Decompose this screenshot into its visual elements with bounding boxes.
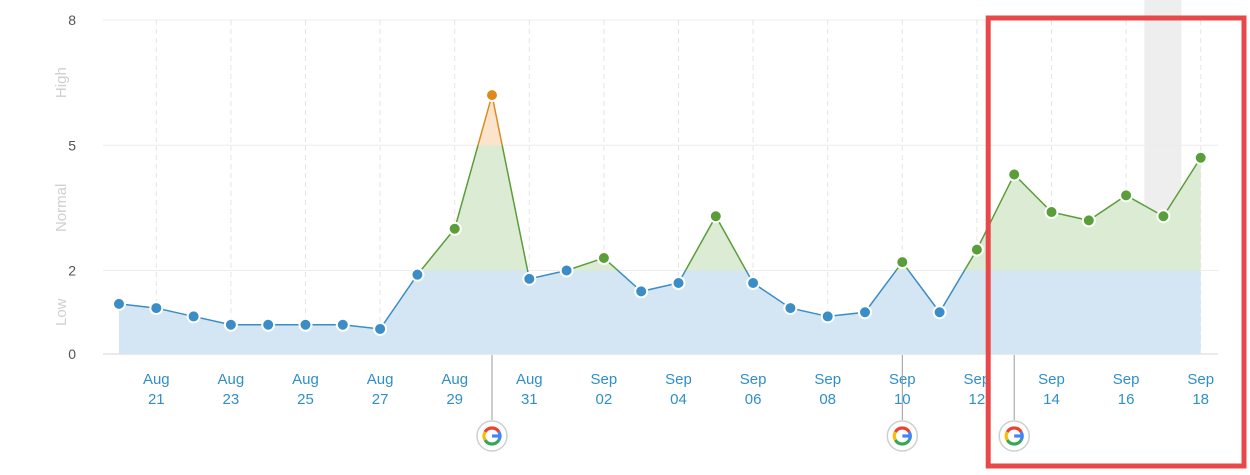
annotation-marker-2023-08-30[interactable]: G (476, 420, 508, 452)
data-point-layer (112, 88, 1208, 336)
x-tick-day-2023-08-29: 29 (446, 391, 463, 408)
x-tick-day-2023-09-12: 12 (969, 391, 986, 408)
highlight-box-layer (985, 15, 1247, 469)
series-line-normal (419, 145, 1202, 271)
x-tick-day-2023-09-14: 14 (1043, 391, 1060, 408)
x-tick-month-2023-09-16: Sep (1113, 371, 1140, 388)
google-icon-bar (1014, 434, 1023, 438)
y-tick-label-8: 8 (68, 12, 76, 28)
google-icon-arc-0 (1005, 426, 1023, 433)
data-point-2023-09-03[interactable] (634, 284, 649, 299)
x-tick-month-2023-08-29: Aug (441, 371, 468, 388)
zone-label-low: Low (53, 298, 70, 326)
x-tick-day-2023-09-08: 08 (819, 391, 836, 408)
data-point-2023-08-23[interactable] (223, 317, 238, 332)
x-tick-day-2023-09-18: 18 (1192, 391, 1209, 408)
area-fill-layer (119, 95, 1201, 354)
data-point-2023-08-20[interactable] (112, 296, 126, 311)
grid-layer (103, 19, 1218, 355)
data-point-2023-09-12[interactable] (969, 242, 984, 257)
data-point-2023-09-04[interactable] (671, 276, 686, 291)
google-icon-arc-0 (893, 426, 911, 433)
area-fill-high (478, 95, 503, 146)
data-point-2023-09-18[interactable] (1193, 150, 1208, 165)
google-icon-arc-1 (892, 431, 897, 441)
y-tick-label-2: 2 (68, 263, 76, 279)
data-point-2023-09-13[interactable] (1007, 167, 1022, 182)
data-point-2023-09-10[interactable] (895, 255, 910, 270)
google-icon-arc-2 (1005, 439, 1023, 446)
y-tick-label-5: 5 (68, 137, 76, 153)
x-tick-day-2023-09-06: 06 (745, 391, 762, 408)
google-icon-arc-1 (1004, 431, 1009, 441)
annotation-marker-2023-09-13[interactable]: G (998, 420, 1030, 452)
annotation-badge[interactable] (998, 420, 1030, 452)
google-icon-arc-2 (893, 439, 911, 446)
x-tick-day-2023-09-02: 02 (596, 391, 613, 408)
x-tick-month-2023-08-31: Aug (516, 371, 543, 388)
zone-label-high: High (53, 67, 70, 98)
x-tick-day-2023-08-25: 25 (297, 391, 314, 408)
x-tick-month-2023-09-06: Sep (740, 371, 767, 388)
data-point-2023-08-26[interactable] (335, 317, 350, 332)
data-point-2023-09-09[interactable] (858, 305, 872, 320)
zone-label-normal: Normal (53, 184, 70, 232)
data-point-2023-09-16[interactable] (1119, 188, 1134, 203)
x-tick-day-2023-08-27: 27 (372, 391, 389, 408)
data-point-2023-08-25[interactable] (298, 317, 313, 332)
data-point-2023-09-17[interactable] (1156, 209, 1171, 224)
data-point-2023-09-06[interactable] (746, 276, 761, 291)
data-point-2023-09-11[interactable] (932, 305, 947, 320)
x-tick-month-2023-09-12: Sep (964, 371, 991, 388)
data-point-2023-08-22[interactable] (186, 309, 201, 324)
data-point-2023-09-01[interactable] (559, 263, 574, 278)
axis-layer: 0258LowNormalHighAug21Aug23Aug25Aug27Aug… (53, 12, 1214, 408)
data-point-2023-09-08[interactable] (820, 309, 835, 324)
google-icon-arc-0 (483, 426, 501, 433)
x-tick-day-2023-08-31: 31 (521, 391, 538, 408)
x-tick-day-2023-08-23: 23 (223, 391, 240, 408)
x-tick-month-2023-09-08: Sep (814, 371, 841, 388)
data-point-2023-08-27[interactable] (373, 321, 388, 336)
google-icon-bar (492, 434, 501, 438)
x-tick-day-2023-09-04: 04 (670, 391, 687, 408)
data-point-2023-08-29[interactable] (447, 221, 462, 236)
data-point-2023-08-30[interactable] (485, 88, 499, 103)
area-fill-low (119, 270, 1201, 354)
google-icon-arc-2 (483, 439, 501, 446)
x-tick-month-2023-09-04: Sep (665, 371, 692, 388)
google-icon-bar (902, 434, 911, 438)
data-point-2023-08-31[interactable] (522, 271, 537, 286)
x-tick-month-2023-08-27: Aug (367, 371, 394, 388)
x-tick-month-2023-08-21: Aug (143, 371, 170, 388)
area-fill-normal (420, 145, 1201, 271)
data-point-2023-08-28[interactable] (410, 267, 425, 282)
annotation-marker-2023-09-10[interactable]: G (886, 420, 919, 452)
data-point-2023-08-21[interactable] (149, 301, 164, 316)
x-tick-month-2023-09-14: Sep (1038, 371, 1065, 388)
annotation-layer[interactable]: GGG (476, 355, 1030, 452)
y-tick-label-0: 0 (68, 346, 76, 362)
x-tick-month-2023-08-23: Aug (218, 371, 245, 388)
x-tick-month-2023-09-18: Sep (1187, 371, 1214, 388)
data-point-2023-09-07[interactable] (783, 301, 798, 316)
x-tick-day-2023-09-16: 16 (1118, 391, 1135, 408)
google-icon-arc-1 (482, 431, 487, 441)
highlight-box (985, 15, 1247, 469)
data-point-2023-08-24[interactable] (261, 317, 276, 332)
x-tick-month-2023-08-25: Aug (292, 371, 319, 388)
data-point-2023-09-05[interactable] (708, 209, 723, 224)
x-tick-day-2023-08-21: 21 (148, 391, 165, 408)
data-point-2023-09-15[interactable] (1081, 213, 1096, 228)
x-tick-month-2023-09-02: Sep (591, 371, 618, 388)
data-point-2023-09-02[interactable] (596, 250, 611, 265)
data-point-2023-09-14[interactable] (1044, 205, 1059, 220)
